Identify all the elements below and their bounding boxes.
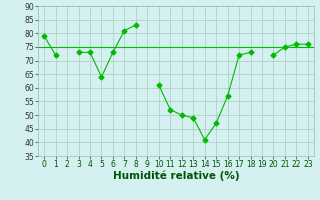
- X-axis label: Humidité relative (%): Humidité relative (%): [113, 171, 239, 181]
